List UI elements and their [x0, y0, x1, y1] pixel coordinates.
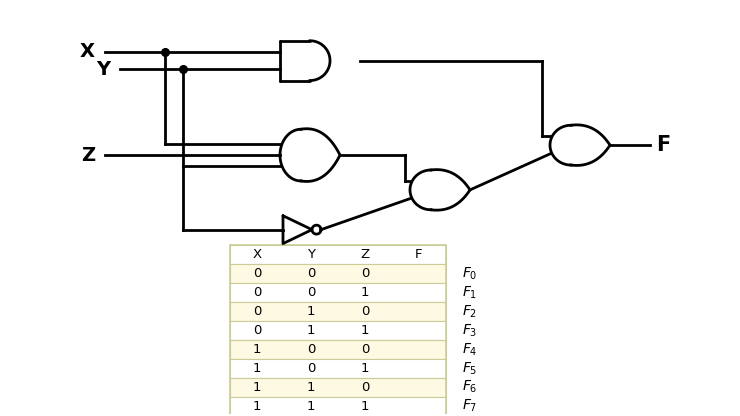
Text: $F_{5}$: $F_{5}$	[462, 360, 477, 376]
Text: $F_{6}$: $F_{6}$	[462, 379, 477, 396]
Text: Y: Y	[96, 60, 110, 79]
Text: 1: 1	[361, 400, 369, 413]
FancyBboxPatch shape	[230, 378, 446, 397]
Text: X: X	[252, 248, 261, 261]
FancyBboxPatch shape	[230, 245, 446, 265]
Text: $F_{2}$: $F_{2}$	[462, 304, 477, 320]
FancyBboxPatch shape	[230, 283, 446, 302]
Text: F: F	[415, 248, 423, 261]
Text: 0: 0	[307, 343, 315, 356]
FancyBboxPatch shape	[230, 397, 446, 416]
Text: 0: 0	[361, 343, 369, 356]
Text: 0: 0	[253, 324, 261, 337]
FancyBboxPatch shape	[230, 302, 446, 321]
Text: X: X	[80, 42, 95, 62]
Text: 1: 1	[361, 324, 369, 337]
Text: 0: 0	[307, 362, 315, 375]
Text: 1: 1	[253, 400, 261, 413]
Text: $F_{1}$: $F_{1}$	[462, 285, 477, 301]
Text: 1: 1	[307, 381, 315, 394]
Text: 0: 0	[253, 286, 261, 299]
Text: 1: 1	[361, 286, 369, 299]
FancyBboxPatch shape	[230, 340, 446, 359]
Text: 0: 0	[253, 305, 261, 318]
Text: 0: 0	[361, 305, 369, 318]
Text: Z: Z	[360, 248, 369, 261]
Text: 0: 0	[361, 267, 369, 280]
FancyBboxPatch shape	[230, 321, 446, 340]
Text: Y: Y	[307, 248, 315, 261]
Text: Z: Z	[81, 146, 95, 165]
Text: 0: 0	[253, 267, 261, 280]
Text: $F_{4}$: $F_{4}$	[462, 341, 477, 358]
Text: 0: 0	[307, 286, 315, 299]
Text: 1: 1	[361, 362, 369, 375]
Text: 0: 0	[361, 381, 369, 394]
FancyBboxPatch shape	[230, 359, 446, 378]
Text: 1: 1	[307, 400, 315, 413]
Text: 1: 1	[253, 381, 261, 394]
Text: $F_{3}$: $F_{3}$	[462, 322, 477, 339]
Text: 1: 1	[307, 324, 315, 337]
Text: $F_{7}$: $F_{7}$	[462, 398, 477, 414]
Text: $\mathbf{F}$: $\mathbf{F}$	[656, 135, 670, 155]
Text: 0: 0	[307, 267, 315, 280]
FancyBboxPatch shape	[230, 265, 446, 283]
Text: 1: 1	[253, 343, 261, 356]
Text: $F_{0}$: $F_{0}$	[462, 266, 477, 282]
Text: 1: 1	[307, 305, 315, 318]
Text: 1: 1	[253, 362, 261, 375]
